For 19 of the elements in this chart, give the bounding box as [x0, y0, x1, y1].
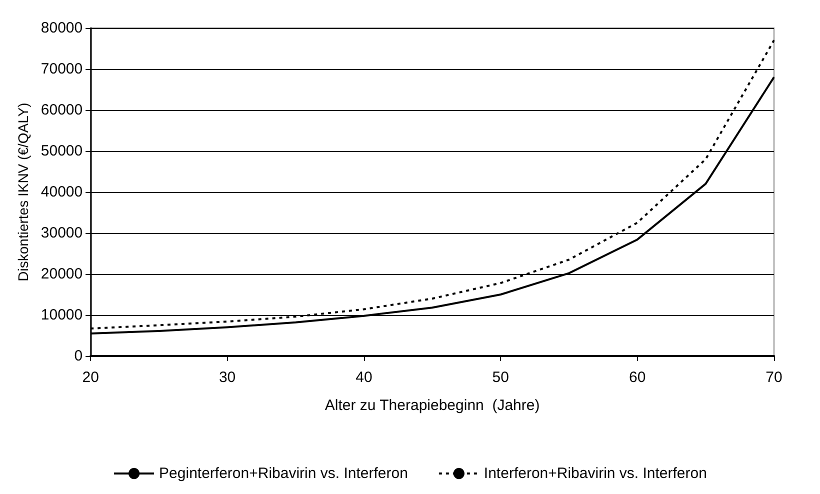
y-tick-label: 10000	[40, 306, 83, 324]
y-tick-label: 80000	[40, 20, 83, 36]
legend-label: Interferon+Ribavirin vs. Interferon	[484, 465, 707, 482]
y-tick-label: 40000	[40, 184, 83, 200]
x-tick-label: 30	[218, 369, 236, 386]
y-tick-label: 20000	[40, 266, 83, 282]
legend-label: Peginterferon+Ribavirin vs. Interferon	[159, 465, 408, 482]
x-tick-label: 60	[628, 369, 646, 386]
y-axis-title: Diskontiertes IKNV (€/QALY)	[15, 102, 31, 282]
x-tick-label: 70	[766, 369, 782, 386]
x-axis-title: Alter zu Therapiebeginn (Jahre)	[324, 397, 540, 414]
y-tick-label: 50000	[40, 142, 83, 160]
y-tick-label: 30000	[40, 224, 83, 242]
y-tick-label: 60000	[40, 102, 83, 118]
x-tick-label: 20	[82, 369, 99, 386]
x-tick-label: 50	[492, 369, 509, 386]
y-tick-label: 70000	[40, 60, 83, 78]
y-tick-label: 0	[74, 348, 83, 364]
x-tick-label: 40	[356, 369, 372, 386]
